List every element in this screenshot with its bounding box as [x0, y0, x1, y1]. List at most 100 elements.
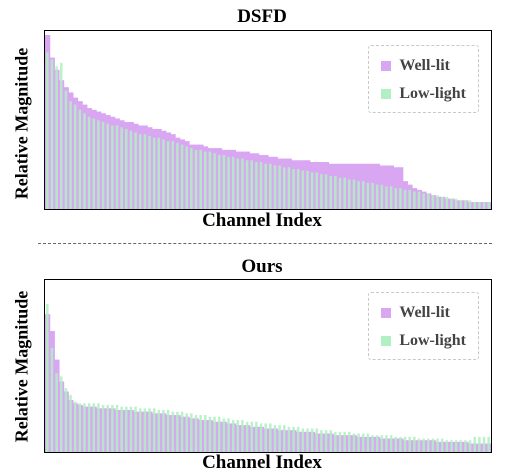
bar-low-light: [87, 116, 91, 209]
bar-low-light: [278, 425, 281, 452]
bar-low-light: [348, 431, 351, 452]
bar-low-light: [97, 403, 100, 452]
bar-low-light: [440, 438, 444, 452]
bar-low-light: [46, 304, 49, 452]
bar-low-light: [199, 149, 202, 209]
bar-low-light: [487, 202, 490, 209]
bar-low-light: [306, 428, 309, 452]
bar-low-light: [143, 134, 147, 209]
bar-low-light: [166, 410, 170, 452]
bar-low-light: [264, 163, 267, 209]
bar-low-light: [157, 137, 161, 209]
bar-low-light: [50, 347, 54, 452]
bar-low-light: [134, 132, 137, 209]
chart-panel-ours: Ours Relative Magnitude Well-lit Low-lig…: [0, 252, 524, 476]
bar-low-light: [445, 440, 449, 452]
bar-low-light: [259, 423, 263, 452]
plot-area: Well-lit Low-light: [44, 279, 492, 453]
bar-low-light: [361, 181, 365, 209]
bar-low-light: [55, 66, 58, 209]
bar-low-light: [375, 435, 379, 452]
bar-low-light: [431, 438, 435, 452]
bar-low-light: [120, 406, 123, 452]
bar-low-light: [129, 406, 133, 452]
bar-low-light: [292, 426, 295, 452]
bar-low-light: [352, 433, 356, 452]
legend-item-low-light: Low-light: [381, 327, 466, 355]
bar-low-light: [64, 388, 68, 452]
bar-low-light: [269, 163, 272, 209]
bar-low-light: [473, 202, 477, 209]
bar-low-light: [87, 403, 91, 452]
bar-low-light: [111, 125, 114, 209]
legend-item-well-lit: Well-lit: [381, 52, 466, 80]
bar-low-light: [450, 440, 453, 452]
bar-low-light: [241, 420, 244, 452]
bar-low-light: [190, 148, 193, 209]
bar-low-light: [422, 193, 425, 209]
bar-low-light: [231, 156, 235, 209]
bar-low-light: [59, 376, 63, 452]
bar-low-light: [185, 146, 188, 209]
bar-low-light: [115, 125, 119, 209]
bar-low-light: [83, 403, 86, 452]
bar-low-light: [357, 181, 360, 209]
bar-low-light: [278, 165, 281, 209]
bar-low-light: [440, 196, 444, 209]
bar-low-light: [162, 410, 165, 452]
bar-low-light: [454, 440, 458, 452]
bar-low-light: [217, 155, 221, 209]
legend: Well-lit Low-light: [368, 45, 479, 113]
bar-low-light: [245, 421, 249, 452]
bar-low-light: [306, 170, 309, 209]
bar-low-light: [245, 160, 249, 209]
bar-low-light: [403, 189, 407, 209]
bar-low-light: [380, 435, 384, 452]
bar-low-light: [176, 411, 179, 452]
bar-low-light: [334, 431, 337, 452]
bar-low-light: [92, 118, 96, 209]
bar-low-light: [357, 433, 360, 452]
bar-low-light: [324, 430, 328, 452]
bar-low-light: [394, 188, 398, 209]
bar-low-light: [320, 430, 323, 452]
bar-low-light: [59, 62, 63, 209]
x-axis-label: Channel Index: [202, 210, 322, 231]
bar-low-light: [459, 200, 463, 209]
bar-low-light: [227, 156, 230, 209]
bar-low-light: [148, 135, 151, 209]
bar-low-light: [334, 175, 337, 209]
bar-low-light: [46, 52, 49, 209]
bar-low-light: [296, 168, 300, 209]
bar-low-light: [194, 415, 198, 452]
bar-low-light: [78, 403, 82, 452]
bar-low-light: [408, 189, 411, 209]
bar-low-light: [97, 120, 100, 209]
bar-low-light: [454, 198, 458, 209]
bar-low-light: [92, 403, 96, 452]
bar-low-light: [399, 188, 402, 209]
bar-low-light: [389, 186, 393, 209]
bar-low-light: [282, 425, 286, 452]
bar-low-light: [422, 438, 425, 452]
bar-low-light: [482, 202, 486, 209]
bar-low-light: [241, 158, 244, 209]
bar-low-light: [129, 130, 133, 209]
bar-low-light: [199, 415, 202, 452]
bar-low-light: [236, 158, 240, 209]
bar-low-light: [143, 408, 147, 452]
bar-low-light: [329, 175, 332, 209]
bar-low-light: [180, 144, 184, 209]
bar-low-light: [208, 416, 212, 452]
bar-low-light: [394, 436, 398, 452]
bar-low-light: [194, 149, 198, 209]
bar-low-light: [185, 413, 188, 452]
legend-swatch-well-lit: [381, 61, 392, 71]
bar-low-light: [301, 428, 305, 452]
bar-low-light: [310, 428, 314, 452]
bar-low-light: [152, 408, 156, 452]
legend: Well-lit Low-light: [368, 292, 479, 360]
bar-low-light: [180, 411, 184, 452]
bar-low-light: [166, 141, 170, 209]
bar-low-light: [413, 191, 416, 209]
